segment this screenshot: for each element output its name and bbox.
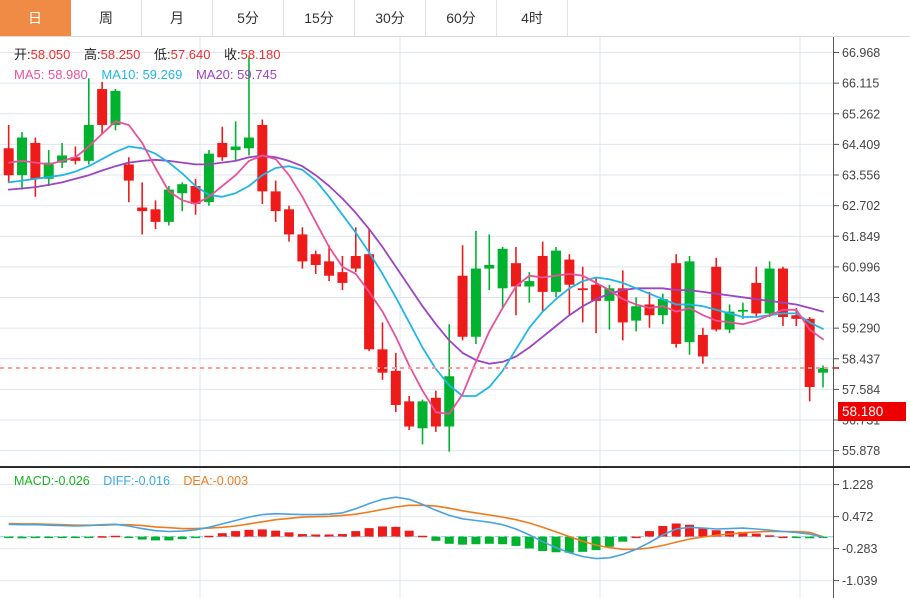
svg-text:61.849: 61.849 — [842, 230, 880, 244]
svg-text:62.702: 62.702 — [842, 199, 880, 213]
low-label: 低: — [154, 47, 171, 62]
tab-month-label: 月 — [170, 10, 184, 26]
svg-text:59.290: 59.290 — [842, 322, 880, 336]
low-value: 57.640 — [170, 47, 211, 62]
svg-text:66.115: 66.115 — [842, 77, 879, 91]
svg-text:55.878: 55.878 — [842, 444, 880, 458]
ma20-label: MA20: — [195, 67, 234, 82]
macd-legend: MACD:-0.026 DIFF:-0.016 DEA:-0.003 — [14, 474, 248, 488]
macd-axis: 1.228 0.472 -0.283 -1.039 — [833, 468, 910, 598]
tab-month[interactable]: 月 — [142, 0, 213, 36]
tab-15min[interactable]: 15分 — [284, 0, 355, 36]
svg-text:0.472: 0.472 — [842, 510, 873, 524]
tab-4hour-label: 4时 — [521, 10, 543, 26]
svg-text:58.437: 58.437 — [842, 352, 880, 366]
diff-value: -0.016 — [134, 474, 170, 488]
svg-text:65.262: 65.262 — [842, 107, 880, 121]
high-value: 58.250 — [100, 47, 141, 62]
ma10-value: 59.269 — [142, 67, 183, 82]
ma10-label: MA10: — [101, 67, 139, 82]
tab-5min-label: 5分 — [237, 10, 259, 26]
price-axis: 66.968 66.115 65.262 64.409 63.556 62.702 61.8… — [833, 37, 910, 466]
ohlc-legend: 开:58.050 高:58.250 低:57.640 收:58.180 MA5:… — [14, 45, 280, 84]
tab-15min-label: 15分 — [304, 10, 334, 26]
candlestick-plot[interactable] — [0, 37, 833, 466]
ma20-value: 59.745 — [237, 67, 277, 82]
tab-30min-label: 30分 — [375, 10, 405, 26]
price-chart-panel: 开:58.050 高:58.250 低:57.640 收:58.180 MA5:… — [0, 37, 910, 466]
tab-day[interactable]: 日 — [0, 0, 71, 36]
high-label: 高: — [84, 47, 101, 62]
macd-panel: MACD:-0.026 DIFF:-0.016 DEA:-0.003 1.228… — [0, 466, 910, 598]
current-price-badge: 58.180 — [838, 402, 906, 421]
open-value: 58.050 — [30, 47, 71, 62]
open-label: 开: — [14, 47, 31, 62]
ma5-value: 58.980 — [47, 67, 88, 82]
tab-week[interactable]: 周 — [71, 0, 142, 36]
macd-svg — [0, 468, 833, 598]
tab-4hour[interactable]: 4时 — [497, 0, 568, 36]
candlestick-svg — [0, 37, 833, 466]
svg-text:1.228: 1.228 — [842, 478, 873, 492]
macd-axis-svg: 1.228 0.472 -0.283 -1.039 — [834, 478, 877, 588]
macd-plot[interactable] — [0, 468, 833, 598]
ma-row: MA5: 58.980 MA10: 59.269 MA20: 59.745 — [14, 65, 280, 84]
dea-label: DEA: — [183, 474, 213, 488]
svg-text:60.143: 60.143 — [842, 291, 880, 305]
tab-30min[interactable]: 30分 — [355, 0, 426, 36]
svg-text:66.968: 66.968 — [842, 46, 880, 60]
macd-value: -0.026 — [54, 474, 90, 488]
tab-week-label: 周 — [99, 10, 113, 26]
ohlc-row: 开:58.050 高:58.250 低:57.640 收:58.180 — [14, 45, 280, 64]
svg-text:-1.039: -1.039 — [842, 574, 877, 588]
close-label: 收: — [224, 47, 241, 62]
macd-label: MACD: — [14, 474, 55, 488]
diff-label: DIFF: — [103, 474, 135, 488]
tab-day-label: 日 — [28, 10, 42, 26]
svg-text:63.556: 63.556 — [842, 168, 880, 182]
timeframe-tabbar: 日 周 月 5分 15分 30分 60分 4时 — [0, 0, 910, 37]
ma5-label: MA5: — [14, 67, 45, 82]
dea-value: -0.003 — [212, 474, 249, 488]
svg-text:60.996: 60.996 — [842, 260, 880, 274]
tab-60min-label: 60分 — [446, 10, 476, 26]
close-value: 58.180 — [240, 47, 281, 62]
svg-text:57.584: 57.584 — [842, 383, 880, 397]
tab-5min[interactable]: 5分 — [213, 0, 284, 36]
tabbar-filler — [568, 0, 910, 36]
price-axis-svg: 66.968 66.115 65.262 64.409 63.556 62.702 61.8… — [834, 46, 880, 458]
svg-text:64.409: 64.409 — [842, 138, 880, 152]
svg-text:-0.283: -0.283 — [842, 542, 877, 556]
tab-60min[interactable]: 60分 — [426, 0, 497, 36]
